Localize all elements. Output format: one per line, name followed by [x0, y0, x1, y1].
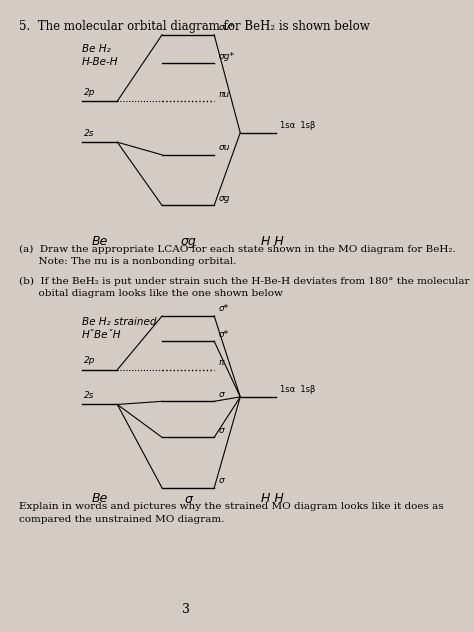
Text: σu: σu — [219, 143, 230, 152]
Text: (b)  If the BeH₂ is put under strain such the H-Be-H deviates from 180° the mole: (b) If the BeH₂ is put under strain such… — [18, 277, 469, 298]
Text: 2s: 2s — [84, 391, 94, 400]
Text: σ: σ — [219, 477, 224, 485]
Text: H H: H H — [261, 492, 283, 505]
Text: 3: 3 — [182, 603, 190, 616]
Text: σ: σ — [184, 493, 192, 506]
Text: Be: Be — [91, 492, 108, 505]
Text: π: π — [219, 358, 224, 367]
Text: σ: σ — [219, 390, 224, 399]
Text: σu*: σu* — [219, 23, 235, 32]
Text: σg*: σg* — [219, 52, 235, 61]
Text: HˇBeˇH: HˇBeˇH — [82, 330, 121, 340]
Text: (a)  Draw the appropriate LCAO for each state shown in the MO diagram for BeH₂.
: (a) Draw the appropriate LCAO for each s… — [18, 245, 456, 266]
Text: 1sα  1sβ: 1sα 1sβ — [280, 385, 316, 394]
Text: σ: σ — [219, 426, 224, 435]
Text: Be H₂: Be H₂ — [82, 44, 110, 54]
Text: H H: H H — [261, 235, 283, 248]
Text: Be H₂ strained: Be H₂ strained — [82, 317, 156, 327]
Text: σ*: σ* — [219, 305, 229, 313]
Text: 2p: 2p — [84, 88, 95, 97]
Text: Be: Be — [91, 235, 108, 248]
Text: 2p: 2p — [84, 356, 95, 365]
Text: 1sα  1sβ: 1sα 1sβ — [280, 121, 316, 130]
Text: 2s: 2s — [84, 129, 94, 138]
Text: 5.  The molecular orbital diagram for BeH₂ is shown below: 5. The molecular orbital diagram for BeH… — [18, 20, 369, 33]
Text: Explain in words and pictures why the strained MO diagram looks like it does as
: Explain in words and pictures why the st… — [18, 502, 443, 524]
Text: πu: πu — [219, 90, 230, 99]
Text: σ*: σ* — [219, 330, 229, 339]
Text: σg: σg — [219, 194, 230, 203]
Text: σg: σg — [180, 235, 196, 248]
Text: H-Be-H: H-Be-H — [82, 57, 118, 67]
